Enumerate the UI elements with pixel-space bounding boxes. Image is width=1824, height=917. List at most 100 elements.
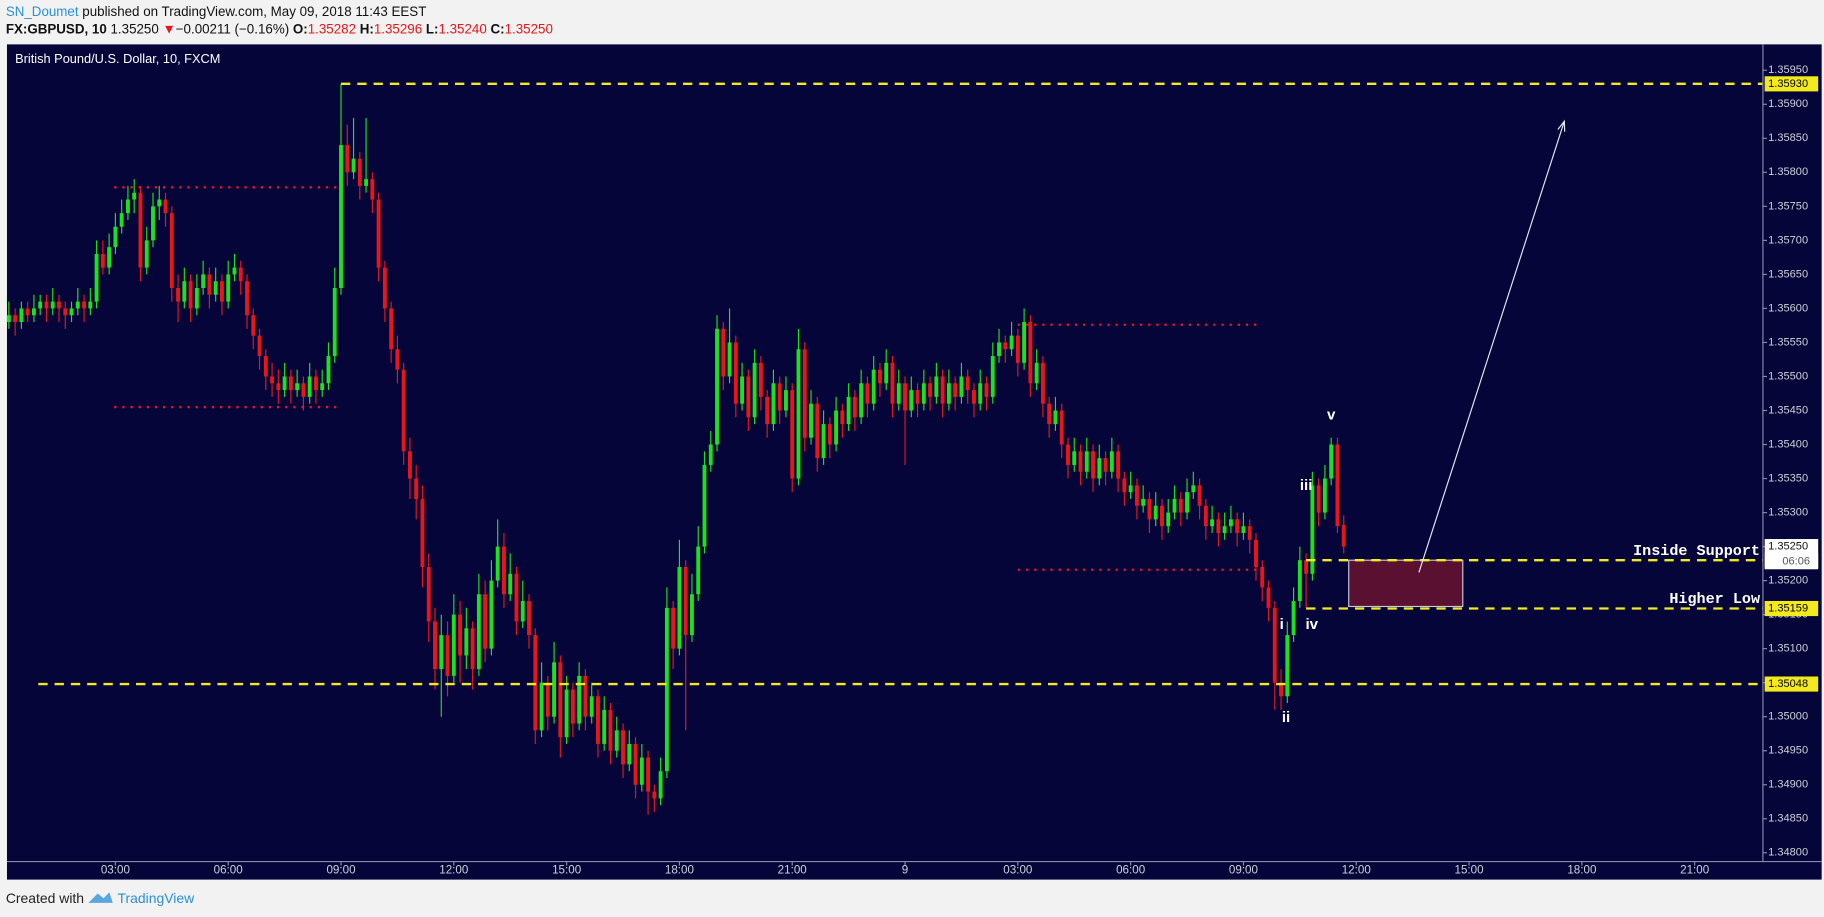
candle-body xyxy=(1197,485,1202,506)
candle-body xyxy=(721,328,726,377)
candle-body xyxy=(1254,539,1258,568)
candle-body xyxy=(621,730,625,765)
candle-body xyxy=(495,546,500,581)
candle-body xyxy=(646,757,651,792)
candle-body xyxy=(194,288,199,309)
candle-body xyxy=(370,179,375,200)
level-price-label: 1.35930 xyxy=(1768,78,1808,90)
candle-body xyxy=(451,614,456,676)
candle-body xyxy=(558,662,563,738)
candle-body xyxy=(169,213,174,289)
candle-body xyxy=(1260,567,1265,588)
candle-body xyxy=(75,301,80,309)
last-price-label: 1.35250 xyxy=(1768,541,1808,553)
candle-body xyxy=(119,213,124,227)
candle-body xyxy=(320,383,325,391)
y-tick-label: 1.35350 xyxy=(1768,472,1808,484)
candle-body xyxy=(1091,451,1095,479)
wave-label: iv xyxy=(1305,616,1318,633)
change-arrow: ▼ xyxy=(163,21,176,36)
candle-body xyxy=(520,601,525,622)
open-label: O: xyxy=(293,21,308,36)
footer-brand[interactable]: TradingView xyxy=(117,890,195,906)
candle-body xyxy=(802,349,807,438)
published: published on TradingView.com, May 09, 20… xyxy=(79,3,427,18)
candle-body xyxy=(821,424,826,459)
plot-layer: 1.34800 1.34850 1.34900 1.34950 1.35000 1.350… xyxy=(6,64,1819,876)
candle-body xyxy=(683,567,688,636)
candle-body xyxy=(1066,444,1070,465)
candle-body xyxy=(671,607,676,649)
candle-body xyxy=(871,369,876,404)
candle-body xyxy=(514,573,519,622)
candle-body xyxy=(940,376,945,404)
candle-body xyxy=(928,383,933,397)
wave-label: iii xyxy=(1300,477,1313,494)
projection-arrow xyxy=(1418,121,1565,573)
candle-body xyxy=(990,356,995,397)
candle-body xyxy=(69,308,74,316)
y-tick-label: 1.34850 xyxy=(1768,813,1808,825)
header-line-1: SN_Doumet published on TradingView.com, … xyxy=(6,3,427,18)
candle-body xyxy=(1341,524,1346,547)
candle-body xyxy=(502,546,506,595)
candle-body xyxy=(489,580,494,649)
candle-body xyxy=(827,424,832,445)
level-price-box xyxy=(1764,76,1819,92)
candle-body xyxy=(295,383,300,391)
candle-body xyxy=(1279,682,1283,697)
candle-body xyxy=(1166,512,1171,527)
candle-body xyxy=(144,240,149,268)
candle-body xyxy=(896,383,901,404)
candle-body xyxy=(1210,519,1215,527)
y-tick-label: 1.35400 xyxy=(1768,438,1808,450)
candle-body xyxy=(765,396,770,425)
candle-body xyxy=(382,267,387,309)
y-tick-label: 1.34950 xyxy=(1768,745,1808,757)
candle-body xyxy=(263,356,268,377)
candle-body xyxy=(88,301,93,309)
candle-body xyxy=(583,675,588,717)
x-tick-label: 12:00 xyxy=(1342,863,1372,876)
candle-body xyxy=(658,771,663,799)
candle-body xyxy=(890,362,895,404)
candle-body xyxy=(464,628,469,656)
candle-body xyxy=(282,376,287,391)
candle-body xyxy=(727,342,732,377)
candle-body xyxy=(533,635,538,731)
y-tick-label: 1.35200 xyxy=(1768,575,1808,587)
candle-body xyxy=(182,281,187,302)
candle-body xyxy=(219,281,224,302)
candle-body xyxy=(25,308,30,316)
level-text: Higher Low xyxy=(1669,590,1760,608)
candle-body xyxy=(784,390,788,411)
level-price-box xyxy=(1764,600,1819,617)
candle-body xyxy=(270,376,275,384)
candle-body xyxy=(1222,526,1227,533)
candle-body xyxy=(1310,485,1315,574)
arrow-head xyxy=(1557,119,1566,132)
y-tick-label: 1.35100 xyxy=(1768,643,1808,655)
y-tick-label: 1.35650 xyxy=(1768,268,1808,280)
support-zone xyxy=(1348,559,1464,608)
candle-body xyxy=(884,362,889,384)
candle-body xyxy=(339,145,343,289)
candle-body xyxy=(376,199,381,268)
y-tick-label: 1.35900 xyxy=(1768,98,1808,110)
x-tick-label: 15:00 xyxy=(552,863,582,876)
author[interactable]: SN_Doumet xyxy=(6,3,79,18)
candle-body xyxy=(1147,498,1152,520)
low: 1.35240 xyxy=(438,21,486,36)
candle-body xyxy=(834,410,839,445)
level-text: Inside Support xyxy=(1633,542,1760,560)
y-tick-label: 1.35500 xyxy=(1768,370,1808,382)
y-tick-label: 1.35600 xyxy=(1768,302,1808,314)
candle-body xyxy=(1053,410,1058,425)
candle-body xyxy=(746,376,751,418)
candle-body xyxy=(132,192,137,200)
candle-body xyxy=(715,328,719,445)
candle-body xyxy=(57,301,61,309)
candle-body xyxy=(633,743,638,785)
x-tick-label: 09:00 xyxy=(326,863,356,876)
